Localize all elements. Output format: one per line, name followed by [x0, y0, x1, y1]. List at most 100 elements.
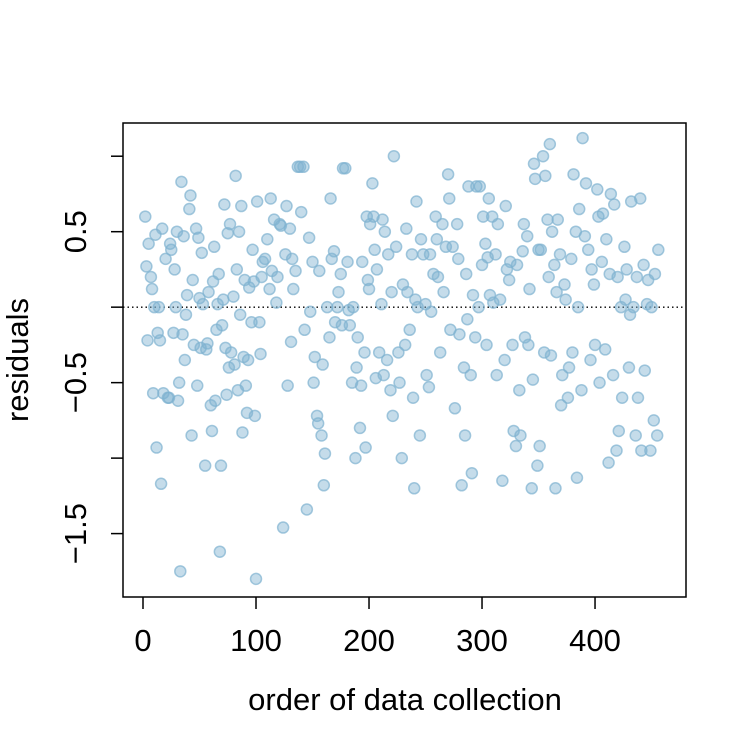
y-axis-label: residuals — [0, 298, 35, 422]
point — [152, 300, 166, 314]
point — [361, 273, 375, 287]
point — [258, 252, 272, 266]
point — [254, 347, 267, 361]
point — [645, 300, 658, 314]
point — [627, 300, 640, 314]
point — [618, 240, 631, 254]
point — [248, 409, 262, 423]
point — [472, 300, 485, 314]
point — [274, 219, 288, 232]
point — [261, 232, 274, 246]
point — [170, 225, 184, 238]
point — [174, 565, 187, 578]
point — [506, 338, 519, 352]
point — [370, 263, 384, 276]
point — [398, 338, 412, 352]
point — [353, 421, 367, 435]
point — [332, 285, 345, 299]
point — [619, 293, 632, 306]
point — [431, 270, 445, 284]
point — [236, 426, 249, 439]
point — [280, 199, 293, 213]
point — [297, 160, 310, 174]
point — [214, 459, 228, 472]
point — [523, 282, 536, 296]
point — [544, 349, 558, 362]
point — [652, 243, 665, 257]
point — [542, 270, 555, 284]
point — [302, 231, 316, 244]
point — [600, 232, 613, 246]
point — [550, 285, 563, 299]
point — [384, 383, 397, 397]
point — [180, 288, 194, 302]
point — [227, 290, 240, 303]
point — [548, 258, 561, 272]
point — [465, 466, 479, 480]
point — [584, 353, 597, 367]
point — [216, 293, 230, 306]
point — [591, 183, 604, 196]
point — [464, 368, 477, 382]
point — [204, 399, 218, 412]
point — [311, 417, 325, 430]
point — [175, 175, 188, 189]
point — [414, 232, 428, 246]
point — [496, 474, 509, 488]
point — [233, 308, 247, 321]
point — [316, 358, 329, 371]
point — [566, 346, 579, 359]
point — [629, 429, 642, 442]
point — [528, 172, 542, 186]
point — [239, 379, 253, 392]
point — [184, 189, 197, 202]
point — [622, 361, 636, 374]
point — [437, 285, 450, 299]
point — [351, 331, 364, 344]
y-tick-label: −1.5 — [58, 503, 93, 564]
point — [159, 252, 172, 266]
point — [615, 391, 629, 404]
point — [155, 222, 169, 235]
point — [556, 368, 569, 382]
point — [551, 213, 564, 226]
point — [271, 270, 284, 284]
point — [372, 346, 386, 359]
point — [612, 424, 626, 438]
point — [422, 380, 436, 394]
point — [255, 270, 268, 284]
point — [648, 267, 662, 281]
point — [139, 210, 152, 223]
point — [413, 429, 427, 442]
point — [209, 394, 222, 408]
point — [183, 202, 196, 216]
point — [318, 447, 332, 460]
point — [598, 343, 612, 356]
point — [380, 353, 394, 367]
point — [520, 229, 534, 243]
point — [491, 217, 505, 231]
point — [215, 319, 229, 332]
point — [334, 267, 348, 281]
point — [420, 368, 433, 382]
point — [349, 451, 362, 465]
point — [154, 477, 168, 491]
point — [493, 293, 507, 306]
point — [405, 248, 419, 261]
point — [223, 217, 237, 231]
point — [172, 376, 186, 389]
point — [276, 521, 290, 534]
point — [441, 168, 455, 181]
point — [323, 331, 336, 344]
point — [553, 248, 567, 261]
point — [196, 297, 210, 311]
point — [407, 482, 421, 495]
point — [328, 316, 342, 329]
point — [169, 300, 183, 314]
point — [285, 252, 299, 266]
point — [479, 237, 492, 251]
point — [189, 222, 203, 235]
point — [279, 248, 292, 261]
point — [190, 379, 204, 392]
point — [611, 270, 624, 284]
